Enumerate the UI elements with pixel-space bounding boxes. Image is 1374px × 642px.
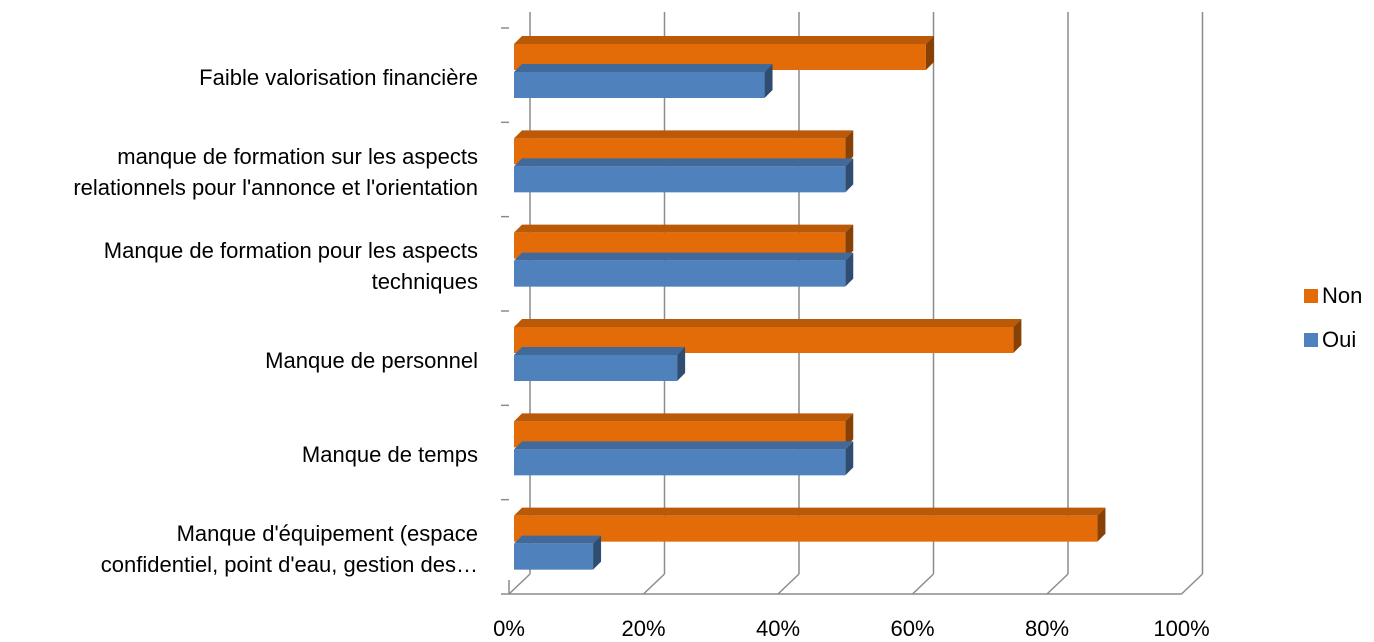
bar-top-face — [514, 347, 686, 355]
bar-side-face — [845, 413, 854, 448]
legend-item-non: Non — [1304, 282, 1362, 310]
x-tick-label: 20% — [621, 616, 665, 641]
bar-side-face — [593, 535, 602, 570]
bar-top-face — [514, 224, 854, 233]
bar-top-face — [514, 64, 773, 72]
gridlines — [508, 12, 1204, 595]
x-tick-label: 0% — [493, 616, 525, 641]
floor-gridline — [777, 573, 800, 595]
legend-item-oui: Oui — [1304, 326, 1362, 354]
bar-front-face — [514, 515, 1098, 542]
bar-top-face — [514, 130, 854, 139]
bar-non — [514, 507, 1106, 542]
bar-front-face — [514, 543, 594, 570]
bar-oui — [514, 252, 854, 287]
bar-oui — [514, 441, 854, 476]
bar-side-face — [764, 64, 773, 98]
bars — [514, 36, 1106, 570]
category-label-line: manque de formation sur les aspects — [117, 143, 478, 169]
bar-top-face — [514, 441, 854, 450]
category-label-line: Manque d'équipement (espace — [176, 520, 478, 546]
bar-front-face — [514, 72, 765, 98]
bar-side-face — [1097, 507, 1106, 542]
bar-front-face — [514, 355, 678, 381]
x-tick-label: 100% — [1153, 616, 1209, 641]
legend-swatch-non — [1304, 289, 1318, 303]
floor-gridline — [508, 573, 531, 595]
bar-side-face — [845, 252, 854, 287]
bar-oui — [514, 347, 686, 381]
category-label-line: Faible valorisation financière — [199, 64, 478, 90]
x-axis-ticks: 0% 20% 40% 60% 80% 100% — [493, 616, 1210, 641]
legend-swatch-oui — [1304, 333, 1318, 347]
bar-top-face — [514, 158, 854, 167]
bar-side-face — [677, 347, 686, 381]
bar-front-face — [514, 449, 846, 476]
category-label-line: Manque de personnel — [265, 347, 478, 373]
bar-top-face — [514, 252, 854, 261]
category-label-line: Manque de formation pour les aspects — [103, 237, 478, 263]
bar-oui — [514, 158, 854, 193]
legend-label-non: Non — [1322, 283, 1363, 308]
category-label: manque de formation sur les aspects relat… — [0, 141, 478, 203]
category-label-line: techniques — [371, 268, 478, 294]
bar-top-face — [514, 319, 1022, 327]
category-label: Manque d'équipement (espace confidentiel,… — [0, 518, 478, 580]
category-label: Manque de formation pour les aspects tech… — [0, 235, 478, 297]
bar-front-face — [514, 166, 846, 193]
bar-side-face — [845, 130, 854, 165]
legend: Non Oui — [1304, 282, 1362, 370]
bar-top-face — [514, 36, 934, 44]
floor-gridline — [1180, 573, 1204, 595]
floor-gridline — [642, 573, 666, 595]
x-tick-label: 40% — [756, 616, 800, 641]
category-label-line: Manque de temps — [301, 442, 478, 467]
bar-side-face — [845, 158, 854, 193]
bar-side-face — [845, 441, 854, 476]
bar-top-face — [514, 413, 854, 422]
category-label: Manque de temps — [0, 439, 478, 470]
bar-oui — [514, 535, 602, 570]
bar-oui — [514, 64, 773, 98]
axes — [501, 27, 1182, 595]
bar-side-face — [925, 36, 934, 70]
bar-top-face — [514, 535, 602, 544]
bar-side-face — [1013, 319, 1022, 353]
bar-top-face — [514, 507, 1106, 516]
floor-gridline — [1046, 573, 1069, 595]
category-label: Manque de personnel — [0, 345, 478, 376]
category-label-line: confidentiel, point d'eau, gestion des… — [100, 551, 478, 577]
category-label-line: relationnels pour l'annonce et l'orienta… — [73, 174, 478, 200]
bar-front-face — [514, 260, 846, 287]
legend-label-oui: Oui — [1322, 327, 1357, 352]
bar-side-face — [845, 224, 854, 259]
x-tick-label: 60% — [890, 616, 934, 641]
x-tick-label: 80% — [1025, 616, 1069, 641]
category-label: Faible valorisation financière — [0, 62, 478, 93]
floor-gridline — [911, 573, 935, 595]
